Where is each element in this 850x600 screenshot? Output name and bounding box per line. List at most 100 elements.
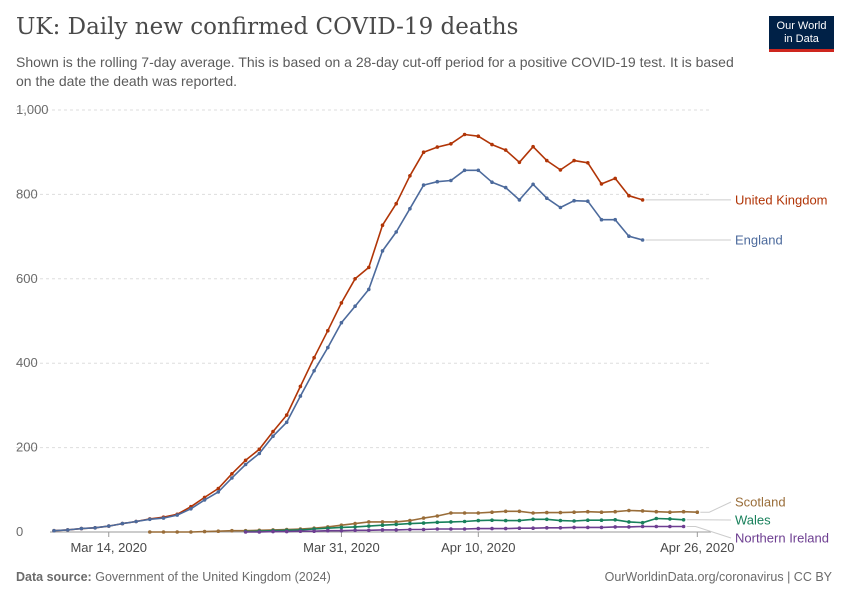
data-point bbox=[421, 521, 426, 525]
data-point bbox=[202, 498, 207, 502]
data-point bbox=[175, 530, 179, 534]
data-point bbox=[681, 518, 686, 522]
data-point bbox=[490, 510, 494, 514]
data-source-label: Data source: bbox=[16, 570, 92, 584]
data-point bbox=[517, 509, 522, 514]
data-point bbox=[230, 472, 234, 476]
series-northern-ireland[interactable] bbox=[243, 524, 686, 534]
data-point bbox=[476, 526, 481, 531]
data-point bbox=[408, 527, 412, 532]
data-point bbox=[421, 150, 426, 154]
data-point bbox=[531, 511, 535, 515]
data-point bbox=[586, 525, 590, 530]
data-point bbox=[462, 132, 467, 137]
data-point bbox=[216, 529, 221, 533]
data-point bbox=[517, 526, 522, 530]
data-point bbox=[380, 528, 385, 532]
data-point bbox=[421, 527, 426, 532]
data-point bbox=[284, 413, 289, 417]
data-point bbox=[695, 510, 700, 514]
data-point bbox=[613, 176, 617, 181]
data-point bbox=[599, 510, 604, 514]
data-point bbox=[490, 518, 494, 522]
data-point bbox=[161, 530, 166, 534]
data-point bbox=[394, 520, 399, 524]
data-point bbox=[476, 134, 481, 138]
y-tick-label: 1,000 bbox=[16, 102, 49, 117]
data-point bbox=[312, 369, 316, 373]
owid-link[interactable]: OurWorldinData.org/coronavirus | CC BY bbox=[604, 570, 832, 584]
data-point bbox=[517, 160, 522, 165]
data-point bbox=[462, 527, 467, 531]
data-point bbox=[339, 320, 344, 325]
x-tick-label: Mar 31, 2020 bbox=[303, 540, 380, 555]
data-point bbox=[435, 145, 440, 149]
chart-title: UK: Daily new confirmed COVID-19 deaths bbox=[16, 14, 519, 40]
data-point bbox=[353, 304, 357, 309]
series-label-united-kingdom[interactable]: United Kingdom bbox=[735, 192, 828, 207]
data-point bbox=[449, 527, 453, 531]
data-point bbox=[271, 529, 275, 534]
data-point bbox=[230, 528, 234, 533]
data-point bbox=[462, 519, 467, 524]
data-point bbox=[65, 528, 70, 532]
data-point bbox=[531, 526, 535, 530]
data-point bbox=[257, 447, 262, 452]
y-axis-ticks: 0 200 400 600 800 1,000 bbox=[16, 102, 49, 539]
series-label-wales[interactable]: Wales bbox=[735, 513, 771, 528]
data-point bbox=[668, 517, 672, 521]
data-point bbox=[640, 520, 645, 525]
data-point bbox=[326, 528, 330, 533]
data-point bbox=[545, 196, 549, 200]
data-point bbox=[134, 519, 138, 524]
data-point bbox=[216, 486, 221, 491]
data-point bbox=[668, 510, 672, 514]
chart-subtitle: Shown is the rolling 7-day average. This… bbox=[16, 54, 734, 89]
data-point bbox=[380, 249, 385, 253]
series-label-england[interactable]: England bbox=[735, 232, 783, 247]
logo-line-1: Our World bbox=[776, 20, 827, 32]
data-point bbox=[517, 518, 522, 523]
data-point bbox=[627, 525, 631, 529]
data-point bbox=[627, 508, 631, 513]
data-point bbox=[202, 495, 207, 500]
data-point bbox=[627, 234, 631, 238]
data-point bbox=[326, 328, 330, 333]
data-point bbox=[449, 511, 453, 515]
x-tick-label: Apr 26, 2020 bbox=[660, 540, 734, 555]
data-point bbox=[627, 520, 631, 524]
series-united-kingdom[interactable] bbox=[52, 132, 645, 533]
data-point bbox=[271, 429, 275, 434]
data-point bbox=[148, 517, 152, 522]
data-point bbox=[654, 516, 659, 521]
data-point bbox=[572, 158, 576, 163]
data-point bbox=[572, 510, 576, 514]
data-point bbox=[599, 518, 604, 522]
owid-logo[interactable]: Our World in Data bbox=[769, 16, 834, 52]
data-point bbox=[243, 462, 248, 467]
data-point bbox=[627, 193, 631, 198]
data-point bbox=[284, 529, 289, 534]
data-source: Data source: Government of the United Ki… bbox=[16, 570, 331, 584]
series-england[interactable] bbox=[52, 168, 645, 533]
series-lines bbox=[52, 132, 700, 534]
data-point bbox=[558, 526, 563, 530]
label-connector bbox=[686, 526, 732, 539]
data-point bbox=[189, 530, 193, 534]
series-label-scotland[interactable]: Scotland bbox=[735, 495, 786, 510]
series-label-northern-ireland[interactable]: Northern Ireland bbox=[735, 531, 829, 546]
data-point bbox=[476, 518, 481, 523]
data-point bbox=[462, 168, 467, 173]
data-point bbox=[613, 525, 617, 529]
data-point bbox=[572, 198, 576, 203]
data-point bbox=[353, 521, 357, 526]
data-point bbox=[435, 179, 440, 184]
data-point bbox=[503, 518, 508, 523]
data-point bbox=[517, 198, 522, 202]
data-point bbox=[79, 526, 84, 531]
data-point bbox=[408, 521, 412, 526]
data-point bbox=[531, 517, 535, 522]
data-point bbox=[161, 516, 166, 520]
data-point bbox=[503, 526, 508, 531]
data-point bbox=[435, 520, 440, 525]
